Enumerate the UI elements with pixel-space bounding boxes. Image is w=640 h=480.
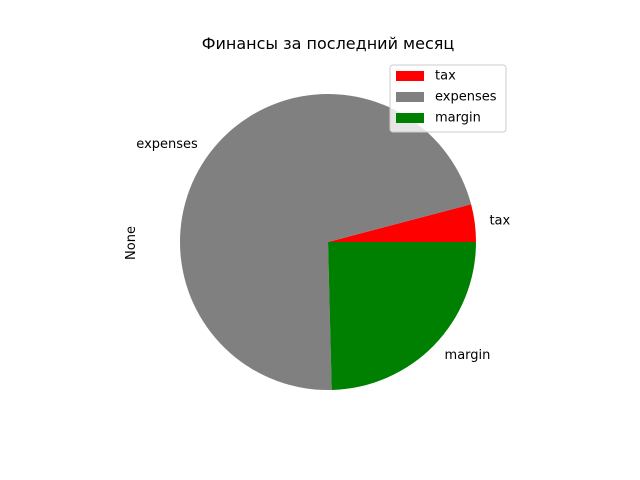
pie-slice-expenses xyxy=(180,93,472,390)
pie-label-margin: margin xyxy=(445,348,491,363)
legend-swatch-margin xyxy=(396,113,424,123)
pie-slice-tax xyxy=(328,204,476,242)
chart-title: Финансы за последний месяц xyxy=(202,34,455,53)
pie-label-tax: tax xyxy=(489,214,510,229)
pie-label-expenses: expenses xyxy=(136,137,198,152)
y-axis-label: None xyxy=(124,226,139,260)
legend-label-margin: margin xyxy=(435,111,481,126)
pie-slice-margin xyxy=(328,242,476,390)
pie-slices xyxy=(180,93,476,390)
pie-slice-labels: tax expenses margin xyxy=(136,137,510,363)
legend-swatch-expenses xyxy=(396,92,424,102)
legend: tax expenses margin xyxy=(389,64,507,133)
legend-swatch-tax xyxy=(396,71,424,81)
legend-label-tax: tax xyxy=(435,69,456,84)
legend-label-expenses: expenses xyxy=(435,90,497,105)
